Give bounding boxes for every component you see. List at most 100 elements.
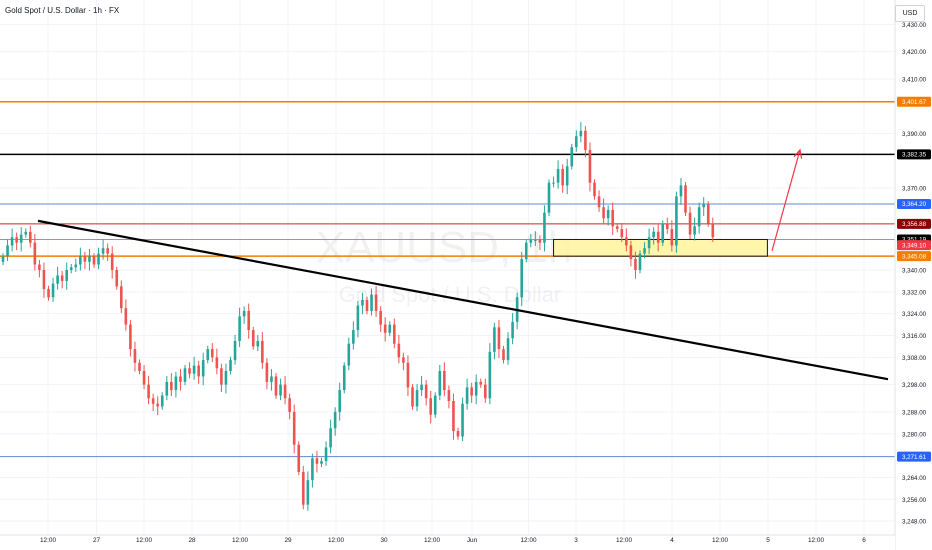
candle-down: [211, 349, 214, 358]
candle-up: [324, 447, 328, 462]
price-tick-label: 3,248.00: [902, 519, 927, 526]
candle-down: [142, 370, 146, 385]
candle-up: [579, 130, 583, 137]
time-axis-background: [0, 535, 895, 550]
candle-up: [101, 248, 105, 254]
candle-up: [160, 395, 164, 407]
price-tick-label: 3,264.00: [902, 475, 927, 482]
time-tick-label: 30: [380, 537, 388, 544]
candle-up: [270, 376, 273, 382]
candle-down: [133, 349, 137, 363]
candle-up: [461, 403, 464, 437]
projection-arrow-layer[interactable]: [771, 148, 803, 252]
candle-up: [311, 458, 314, 481]
time-tick-label: 12:00: [808, 537, 824, 544]
horizontal-levels[interactable]: [0, 100, 895, 458]
price-label-tag: [897, 451, 931, 462]
candle-down: [452, 401, 455, 432]
support-zone[interactable]: [553, 238, 768, 257]
candle-down: [666, 223, 669, 230]
price-label-tag: [897, 149, 931, 160]
candle-up: [333, 411, 337, 429]
candle-down: [129, 324, 132, 350]
time-axis[interactable]: 12:00 27 12:00 28 12:00 29 12:00 30 12:00 Jun 12:0…: [0, 534, 895, 550]
candle-up: [201, 360, 205, 377]
candle-down: [124, 308, 128, 325]
price-tick-label: 3,370.00: [902, 186, 927, 193]
candle-down: [42, 270, 46, 290]
price-label-tag: [897, 198, 931, 209]
price-label-text: 3,351.19: [902, 237, 927, 244]
candle-down: [411, 387, 414, 407]
candle-up: [474, 381, 478, 396]
candle-up: [306, 480, 310, 505]
candle-up: [493, 327, 496, 352]
price-tick-label: 3,308.00: [902, 355, 927, 362]
demand-zone[interactable]: [553, 238, 768, 257]
candle-down: [538, 239, 542, 243]
candle-up: [56, 275, 59, 284]
candle-down: [29, 231, 32, 243]
symbol-title[interactable]: Gold Spot / U.S. Dollar · 1h · FX: [5, 6, 120, 15]
candle-up: [370, 294, 373, 311]
price-tick-label: 3,332.00: [902, 289, 927, 296]
candle-down: [138, 362, 141, 371]
candle-down: [83, 256, 87, 262]
candle-down: [497, 327, 501, 350]
projection-arrow-head[interactable]: [793, 148, 803, 159]
descending-trendline[interactable]: [37, 219, 889, 381]
candle-up: [229, 360, 232, 371]
time-tick-label: 4: [670, 537, 674, 544]
candle-up: [174, 376, 178, 391]
candle-down: [261, 340, 264, 363]
time-tick-label: 12:00: [616, 537, 632, 544]
candle-up: [97, 253, 100, 265]
candle-down: [38, 264, 41, 270]
trendline-layer[interactable]: [37, 219, 889, 381]
candle-up: [511, 321, 514, 339]
time-tick-label: 12:00: [40, 537, 56, 544]
candle-up: [88, 256, 91, 262]
projection-arrow-shaft[interactable]: [771, 149, 801, 252]
price-label-text: 3,382.35: [902, 152, 927, 159]
candle-up: [1, 256, 5, 262]
candle-up: [433, 395, 437, 415]
candle-down: [615, 226, 619, 230]
candle-up: [361, 300, 364, 306]
time-tick-label: 29: [284, 537, 292, 544]
price-label-tag: [897, 218, 931, 229]
chart-watermark: XAUUSD, 1h Gold Spot / U.S. Dollar: [316, 223, 573, 307]
candle-down: [484, 384, 487, 399]
candle-down: [265, 362, 269, 382]
time-tick-label: 3: [574, 537, 578, 544]
price-axis[interactable]: 3,430.00 3,420.00 3,410.00 3,390.00 3,370.00…: [894, 0, 932, 550]
candle-down: [220, 368, 223, 385]
candle-up: [529, 239, 533, 243]
candle-down: [179, 376, 182, 382]
currency-selector[interactable]: USD: [895, 5, 925, 22]
candle-up: [256, 340, 260, 347]
candle-down: [120, 286, 123, 309]
candle-down: [283, 384, 287, 399]
candle-up: [552, 182, 555, 184]
candle-down: [611, 209, 614, 227]
candle-down: [251, 330, 255, 347]
candle-up: [675, 196, 678, 246]
candle-down: [670, 229, 674, 246]
candle-down: [215, 357, 219, 369]
candle-up: [506, 338, 510, 361]
candle-up: [679, 185, 683, 197]
candlesticks: [1, 122, 715, 511]
candle-up: [238, 316, 241, 341]
candle-down: [711, 223, 715, 238]
candle-down: [365, 300, 369, 311]
candle-down: [597, 196, 601, 208]
price-tick-label: 3,316.00: [902, 333, 927, 340]
candle-up: [524, 242, 528, 260]
candle-up: [6, 245, 9, 257]
candle-up: [206, 349, 210, 361]
candle-down: [602, 207, 605, 219]
candle-down: [406, 362, 410, 388]
candle-down: [156, 403, 159, 407]
